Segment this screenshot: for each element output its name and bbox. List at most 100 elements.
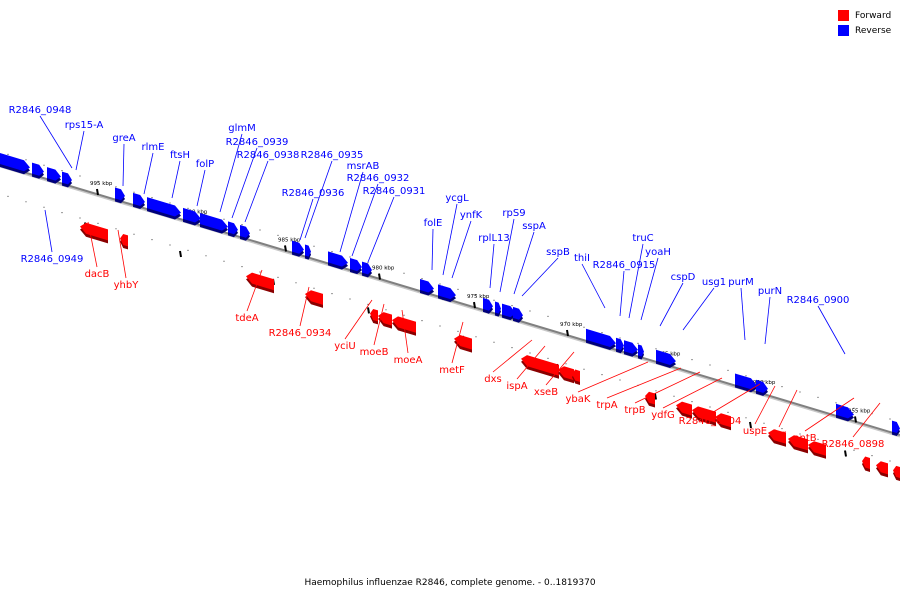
reverse-gene-leader bbox=[619, 270, 625, 317]
forward-gene-label: trpA bbox=[596, 400, 617, 411]
tick-dot bbox=[97, 222, 99, 224]
scale-label: 990 kbp bbox=[185, 210, 208, 216]
reverse-gene-label: R2846_0935 bbox=[301, 150, 364, 161]
tick-dot bbox=[727, 369, 729, 371]
forward-gene-label: yhbY bbox=[114, 280, 140, 291]
forward-gene-leader bbox=[709, 383, 761, 415]
reverse-gene-leader bbox=[740, 287, 746, 341]
forward-gene-label: R2846_0898 bbox=[822, 439, 885, 450]
reverse-gene-label: msrAB bbox=[347, 161, 380, 172]
tick-dot bbox=[691, 359, 693, 361]
tick-dot bbox=[61, 170, 63, 172]
tick-dot bbox=[565, 321, 567, 323]
forward-gene-arrow bbox=[862, 456, 870, 469]
tick-dot bbox=[169, 244, 171, 246]
reverse-gene-label: thiI bbox=[574, 253, 590, 264]
tick-dot bbox=[439, 283, 441, 285]
reverse-gene-label: R2846_0932 bbox=[347, 173, 410, 184]
forward-gene-label: R2846_0934 bbox=[269, 328, 332, 339]
reverse-gene-leader bbox=[171, 160, 181, 199]
forward-gene-arrow bbox=[120, 233, 128, 247]
tick-dot bbox=[331, 293, 333, 295]
tick-dot bbox=[259, 229, 261, 231]
tick-dot bbox=[421, 278, 423, 280]
reverse-gene-leader bbox=[39, 115, 73, 169]
scale-label: 980 kbp bbox=[372, 266, 395, 272]
reverse-gene-label: R2846_0938 bbox=[237, 150, 300, 161]
reverse-gene-arrow bbox=[292, 240, 304, 254]
forward-gene-leader bbox=[246, 269, 263, 312]
scale-label: 960 kbp bbox=[753, 380, 776, 386]
reverse-gene-label: R2846_0949 bbox=[21, 254, 84, 265]
tick-dot bbox=[295, 282, 297, 284]
tick-dot bbox=[673, 353, 675, 355]
forward-gene-leader bbox=[662, 377, 723, 409]
tick-dot bbox=[43, 206, 45, 208]
reverse-gene-arrow bbox=[305, 244, 311, 257]
forward-gene-label: yciU bbox=[334, 341, 356, 352]
tick-dot bbox=[547, 357, 549, 359]
tick-dot bbox=[295, 240, 297, 242]
forward-gene-leader bbox=[778, 389, 798, 428]
tick-dot bbox=[817, 438, 819, 440]
reverse-gene-leader bbox=[521, 257, 559, 297]
scale-tick bbox=[378, 273, 381, 280]
scale-label: 975 kbp bbox=[467, 294, 490, 300]
tick-dot bbox=[439, 325, 441, 327]
reverse-gene-leader bbox=[196, 169, 206, 207]
reverse-gene-arrow bbox=[442, 285, 456, 300]
reverse-gene-arrow bbox=[133, 192, 145, 207]
forward-gene-arrow bbox=[572, 369, 580, 382]
tick-dot bbox=[763, 422, 765, 424]
tick-dot bbox=[223, 218, 225, 220]
tick-dot bbox=[835, 444, 837, 446]
reverse-gene-label: ycgL bbox=[445, 193, 469, 204]
forward-gene-arrow bbox=[876, 461, 888, 475]
reverse-gene-arrow bbox=[624, 340, 638, 354]
reverse-gene-label: folE bbox=[424, 218, 443, 229]
forward-gene-arrow bbox=[370, 308, 378, 322]
reverse-gene-arrow bbox=[756, 379, 768, 393]
reverse-gene-label: purM bbox=[728, 277, 753, 288]
forward-gene-leader bbox=[516, 345, 546, 380]
tick-dot bbox=[133, 233, 135, 235]
forward-gene-leader bbox=[852, 402, 881, 438]
tick-dot bbox=[547, 315, 549, 317]
tick-dot bbox=[889, 418, 891, 420]
reverse-gene-arrow bbox=[420, 279, 434, 293]
tick-dot bbox=[277, 276, 279, 278]
tick-dot bbox=[511, 347, 513, 349]
forward-gene-label: ybaK bbox=[566, 394, 591, 405]
legend: Forward Reverse bbox=[838, 8, 891, 38]
reverse-gene-arrow bbox=[32, 162, 44, 176]
tick-dot bbox=[403, 272, 405, 274]
reverse-gene-arrow bbox=[502, 303, 516, 318]
forward-gene-arrow bbox=[80, 222, 108, 241]
scale-tick bbox=[654, 393, 657, 400]
tick-dot bbox=[817, 396, 819, 398]
tick-dot bbox=[205, 255, 207, 257]
reverse-gene-label: glmM bbox=[228, 123, 256, 134]
reverse-gene-label: rps15-A bbox=[65, 120, 104, 131]
legend-forward: Forward bbox=[838, 8, 891, 23]
forward-gene-leader bbox=[401, 309, 409, 354]
reverse-gene-arrow bbox=[735, 373, 757, 390]
tick-dot bbox=[781, 428, 783, 430]
reverse-gene-leader bbox=[367, 196, 395, 263]
tick-dot bbox=[421, 320, 423, 322]
tick-dot bbox=[583, 368, 585, 370]
tick-dot bbox=[151, 239, 153, 241]
scale-tick bbox=[96, 188, 99, 196]
reverse-gene-leader bbox=[659, 282, 684, 327]
scale-tick bbox=[284, 245, 287, 252]
reverse-gene-arrow bbox=[200, 213, 228, 231]
tick-dot bbox=[79, 175, 81, 177]
tick-dot bbox=[331, 251, 333, 253]
tick-dot bbox=[763, 380, 765, 382]
tick-dot bbox=[709, 364, 711, 366]
reverse-gene-label: rlmE bbox=[142, 142, 165, 153]
reverse-gene-arrow bbox=[362, 261, 372, 275]
reverse-gene-leader bbox=[75, 130, 85, 171]
tick-dot bbox=[7, 153, 9, 155]
legend-reverse: Reverse bbox=[838, 23, 891, 38]
